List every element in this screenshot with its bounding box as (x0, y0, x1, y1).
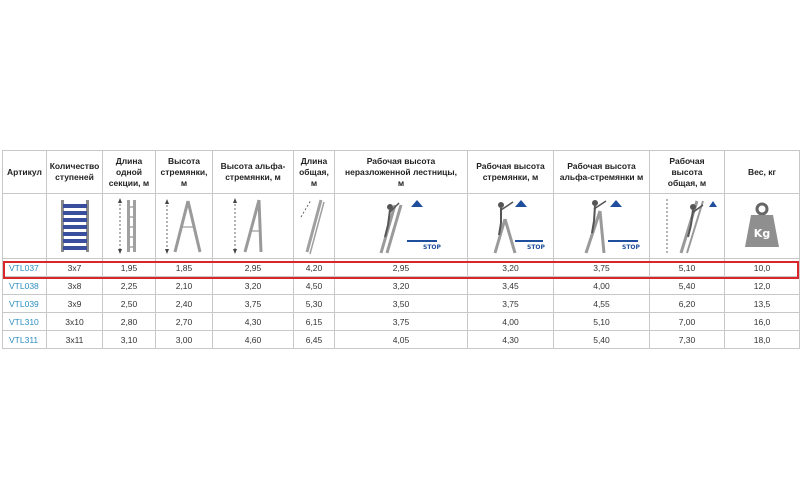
table-cell: 3,45 (467, 276, 554, 295)
table-row: VTL310 3x10 2,80 2,70 4,30 6,15 3,75 4,0… (2, 312, 800, 331)
col-header-work-height-alpha: Рабочая высота альфа-стремянки м (553, 150, 650, 194)
worker-folded-ladder-icon: STOP (379, 200, 441, 254)
alpha-stepladder-height-icon (233, 198, 263, 254)
table-cell: 3,20 (334, 276, 468, 295)
sku-link[interactable]: VTL310 (2, 312, 47, 331)
table-cell: 3,20 (212, 276, 294, 295)
col-header-alpha-height: Высота альфа- стремянки, м (212, 150, 294, 194)
table-cell: 5,30 (293, 294, 335, 313)
table-cell: 2,40 (155, 294, 213, 313)
col-header-weight: Вес, кг (724, 150, 800, 194)
table-cell: 2,70 (155, 312, 213, 331)
col-header-work-height-stepladder: Рабочая высота стремянки, м (467, 150, 554, 194)
svg-text:Kg: Kg (754, 227, 770, 240)
section-length-icon (118, 198, 136, 254)
table-cell: 2,25 (102, 276, 156, 295)
table-cell: 2,50 (102, 294, 156, 313)
table-cell: 1,95 (102, 258, 156, 277)
table-cell: 3,75 (467, 294, 554, 313)
sku-link[interactable]: VTL311 (2, 330, 47, 349)
table-cell: 4,05 (334, 330, 468, 349)
icon-cell-empty (2, 193, 47, 259)
table-cell: 7,30 (649, 330, 725, 349)
sku-link[interactable]: VTL039 (2, 294, 47, 313)
table-cell: 3,00 (155, 330, 213, 349)
table-cell: 3,75 (212, 294, 294, 313)
table-row: VTL038 3x8 2,25 2,10 3,20 4,50 3,20 3,45… (2, 276, 800, 295)
table-cell: 3x7 (46, 258, 103, 277)
table-cell: 4,00 (553, 276, 650, 295)
table-cell: 13,5 (724, 294, 800, 313)
weight-kg-icon: Kg (745, 202, 779, 247)
table-cell: 12,0 (724, 276, 800, 295)
table-cell: 2,80 (102, 312, 156, 331)
table-cell: 4,00 (467, 312, 554, 331)
table-row: VTL037 3x7 1,95 1,85 2,95 4,20 2,95 3,20… (2, 258, 800, 277)
table-cell: 18,0 (724, 330, 800, 349)
table-cell: 4,20 (293, 258, 335, 277)
table-cell: 3x9 (46, 294, 103, 313)
table-cell: 3x8 (46, 276, 103, 295)
table-cell: 4,55 (553, 294, 650, 313)
table-cell: 5,10 (649, 258, 725, 277)
table-cell: 7,00 (649, 312, 725, 331)
table-cell: 2,95 (334, 258, 468, 277)
col-header-stepladder-height: Высота стремянки, м (155, 150, 213, 194)
table-cell: 5,40 (649, 276, 725, 295)
table-cell: 6,20 (649, 294, 725, 313)
table-cell: 6,15 (293, 312, 335, 331)
svg-text:STOP: STOP (622, 244, 641, 251)
table-cell: 1,85 (155, 258, 213, 277)
table-cell: 5,40 (553, 330, 650, 349)
table-cell: 6,45 (293, 330, 335, 349)
col-header-sku: Артикул (2, 150, 47, 194)
col-header-total-length: Длина общая, м (293, 150, 335, 194)
table-cell: 3,20 (467, 258, 554, 277)
table-cell: 16,0 (724, 312, 800, 331)
svg-text:STOP: STOP (423, 244, 441, 251)
table-cell: 4,30 (212, 312, 294, 331)
table-cell: 3,75 (553, 258, 650, 277)
table-cell: 5,10 (553, 312, 650, 331)
ladder-spec-table: Артикул Количество ступеней Длина одной … (2, 150, 800, 349)
table-cell: 3,10 (102, 330, 156, 349)
stepladder-height-icon (165, 199, 202, 254)
table-cell: 4,30 (467, 330, 554, 349)
worker-alpha-stepladder-icon: STOP (584, 200, 641, 254)
table-cell: 3x11 (46, 330, 103, 349)
table-cell: 3x10 (46, 312, 103, 331)
worker-stepladder-icon: STOP (493, 200, 546, 254)
col-header-work-height-folded: Рабочая высота неразложенной лестницы, м (334, 150, 468, 194)
table-row: VTL039 3x9 2,50 2,40 3,75 5,30 3,50 3,75… (2, 294, 800, 313)
sku-link[interactable]: VTL038 (2, 276, 47, 295)
table-cell: 4,60 (212, 330, 294, 349)
header-row: Артикул Количество ступеней Длина одной … (2, 150, 800, 194)
total-length-icon (300, 199, 325, 255)
icon-row: STOP STOP (2, 193, 800, 259)
sku-link[interactable]: VTL037 (2, 258, 47, 277)
table-row: VTL311 3x11 3,10 3,00 4,60 6,45 4,05 4,3… (2, 330, 800, 349)
col-header-steps: Количество ступеней (46, 150, 103, 194)
table-cell: 4,50 (293, 276, 335, 295)
table-cell: 3,75 (334, 312, 468, 331)
svg-text:STOP: STOP (527, 244, 546, 251)
col-header-section-length: Длина одной секции, м (102, 150, 156, 194)
table-cell: 2,10 (155, 276, 213, 295)
ladder-rungs-icon (60, 200, 89, 252)
table-cell: 3,50 (334, 294, 468, 313)
worker-extended-ladder-icon (666, 199, 717, 254)
table-cell: 2,95 (212, 258, 294, 277)
col-header-work-height-total: Рабочая высота общая, м (649, 150, 725, 194)
table-cell: 10,0 (724, 258, 800, 277)
